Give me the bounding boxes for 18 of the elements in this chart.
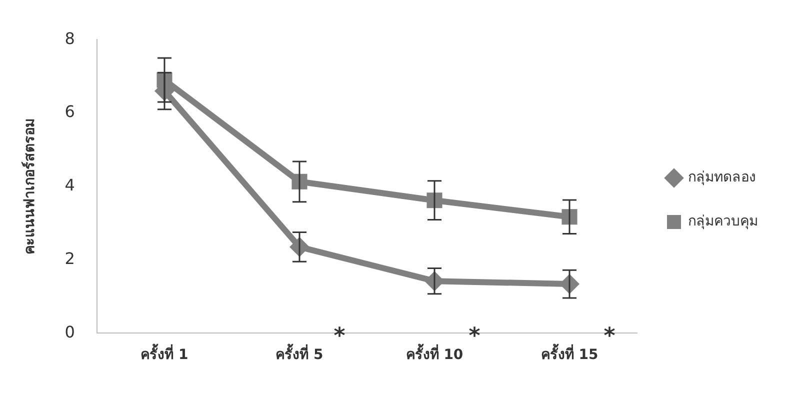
x-tick-label: ครั้งที่ 1 [140,343,188,364]
point [562,209,578,225]
y-tick-label: 0 [64,322,75,342]
x-tick-label: ครั้งที่ 5 [276,343,324,364]
annotation: * [468,324,481,349]
legend-label: กลุ่มควบคุม [688,214,758,230]
annotation: * [334,324,346,349]
y-tick-label: 2 [64,248,75,268]
point [292,174,308,190]
y-tick-label: 4 [64,176,75,195]
point [426,192,442,208]
y-tick-label: 8 [64,28,75,48]
x-tick-label: ครั้งที่ 10 [406,343,464,364]
y-axis-title: คะแนนฟาเกอร์สตรอม [21,118,38,254]
legend-label: กลุ่มทดลอง [688,170,756,186]
annotation: * [604,324,616,349]
x-tick-label: ครั้งที่ 15 [540,343,598,364]
y-tick-label: 6 [64,102,75,122]
